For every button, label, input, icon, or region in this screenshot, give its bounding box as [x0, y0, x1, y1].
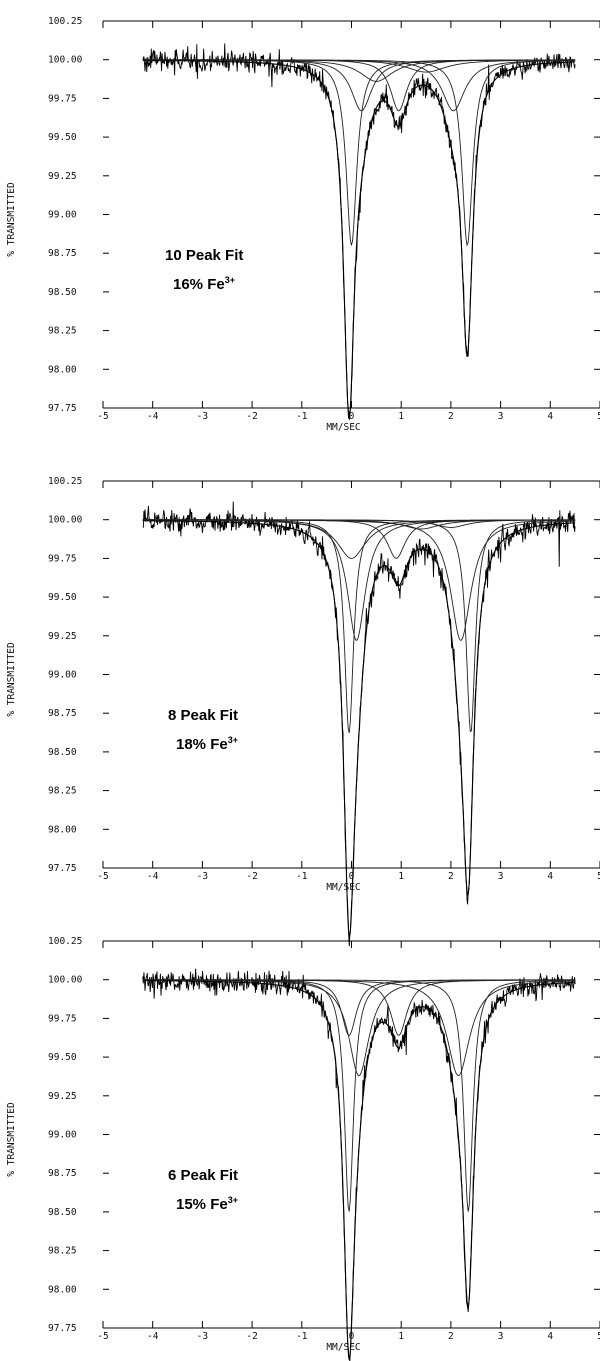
x-tick-label: 0: [349, 411, 355, 422]
x-tick-label: -3: [197, 871, 208, 882]
data-series-noisy-spectrum: [142, 968, 576, 1361]
fit-envelope-curve: [142, 59, 576, 421]
fit-annotation-title: 6 Peak Fit: [168, 1167, 238, 1184]
fit-component-peak: [142, 59, 576, 112]
y-tick-label: 99.25: [48, 1091, 77, 1102]
x-tick-label: -2: [246, 1331, 257, 1342]
fit-annotation-fe3-superscript: 3+: [228, 735, 238, 745]
x-tick-label: 2: [448, 871, 454, 882]
y-tick-label: 100.25: [48, 476, 82, 487]
x-tick-label: 3: [498, 1331, 504, 1342]
y-tick-label: 100.25: [48, 936, 82, 947]
y-tick-label: 98.50: [48, 1207, 77, 1218]
x-tick-label: -2: [246, 411, 257, 422]
data-series-noisy-spectrum: [142, 43, 576, 419]
x-tick-label: -1: [296, 871, 308, 882]
x-tick-label: 3: [498, 871, 504, 882]
y-tick-label: 98.75: [48, 248, 77, 259]
y-axis-title: % TRANSMITTED: [6, 642, 17, 717]
y-axis-title: % TRANSMITTED: [6, 182, 17, 257]
x-tick-label: -4: [147, 411, 159, 422]
x-axis-title: MM/SEC: [326, 422, 360, 433]
x-tick-label: 0: [349, 871, 355, 882]
fit-annotation-title: 10 Peak Fit: [165, 247, 243, 264]
fit-annotation-fe3: 15% Fe3+: [176, 1195, 238, 1213]
x-tick-label: 1: [398, 411, 404, 422]
fit-annotation-fe3-text: 16% Fe: [173, 276, 225, 293]
x-tick-label: -4: [147, 1331, 159, 1342]
y-tick-label: 100.25: [48, 16, 82, 27]
x-tick-label: -3: [197, 1331, 208, 1342]
x-tick-label: 4: [547, 871, 553, 882]
y-tick-label: 99.00: [48, 210, 77, 221]
fit-annotation-fe3-text: 18% Fe: [176, 736, 228, 753]
fit-annotation-fe3-text: 15% Fe: [176, 1196, 228, 1213]
x-tick-label: 5: [597, 1331, 600, 1342]
chart-panel-2: 100.25 100.00 99.75 99.50 99.25 99.00 98.75 98.…: [6, 476, 600, 947]
y-tick-label: 98.25: [48, 1246, 77, 1257]
x-tick-label: -1: [296, 1331, 308, 1342]
x-tick-label: 3: [498, 411, 504, 422]
x-tick-label: 1: [398, 1331, 404, 1342]
fit-envelope-curve: [142, 520, 576, 938]
x-tick-label: 5: [597, 411, 600, 422]
fit-envelope-curve: [142, 980, 576, 1361]
y-tick-label: 99.50: [48, 592, 77, 603]
y-tick-label: 100.00: [48, 515, 83, 526]
y-tick-label: 99.75: [48, 553, 77, 564]
y-axis-title: % TRANSMITTED: [6, 1102, 17, 1177]
x-tick-label: -4: [147, 871, 159, 882]
y-tick-label: 98.00: [48, 824, 77, 835]
chart-panel-1: 100.25 100.00 99.75 99.50 99.25 99.00 98.75 98.…: [6, 16, 600, 433]
x-tick-label: 2: [448, 1331, 454, 1342]
fit-annotation-fe3: 18% Fe3+: [176, 735, 238, 753]
y-tick-label: 98.50: [48, 747, 77, 758]
y-tick-label: 99.00: [48, 670, 77, 681]
fit-annotation-fe3-superscript: 3+: [225, 275, 235, 285]
fit-annotation-fe3-superscript: 3+: [228, 1195, 238, 1205]
y-tick-label: 98.50: [48, 287, 77, 298]
fit-annotation-fe3: 16% Fe3+: [173, 275, 235, 293]
x-tick-label: 1: [398, 871, 404, 882]
x-tick-label: 5: [597, 871, 600, 882]
fit-component-peak: [142, 59, 576, 112]
x-tick-label: -3: [197, 411, 208, 422]
y-tick-label: 99.50: [48, 132, 77, 143]
fit-component-peak: [142, 519, 576, 733]
chart-panel-3: 100.25 100.00 99.75 99.50 99.25 99.00 98.75 98.…: [6, 936, 600, 1361]
y-tick-label: 98.00: [48, 1284, 77, 1295]
x-tick-label: -5: [97, 1331, 108, 1342]
y-tick-label: 97.75: [48, 1323, 77, 1334]
y-tick-label: 99.25: [48, 631, 77, 642]
fit-component-peak: [142, 519, 576, 528]
x-tick-label: -5: [97, 411, 108, 422]
x-axis-title: MM/SEC: [326, 1342, 360, 1353]
x-tick-label: -2: [246, 871, 257, 882]
y-tick-label: 100.00: [48, 975, 83, 986]
x-tick-label: 4: [547, 1331, 553, 1342]
fit-component-peak: [142, 979, 576, 1036]
fit-component-peak: [142, 59, 576, 112]
y-tick-label: 98.25: [48, 326, 77, 337]
y-tick-label: 100.00: [48, 55, 83, 66]
y-tick-label: 98.25: [48, 786, 77, 797]
x-tick-label: -5: [97, 871, 108, 882]
y-tick-label: 98.75: [48, 708, 77, 719]
y-tick-label: 99.00: [48, 1130, 77, 1141]
y-tick-label: 99.75: [48, 93, 77, 104]
y-tick-label: 99.75: [48, 1013, 77, 1024]
y-tick-label: 97.75: [48, 863, 77, 874]
y-tick-label: 98.00: [48, 364, 77, 375]
x-axis-title: MM/SEC: [326, 882, 360, 893]
y-tick-label: 99.50: [48, 1052, 77, 1063]
y-tick-label: 99.25: [48, 171, 77, 182]
x-tick-label: 2: [448, 411, 454, 422]
y-tick-label: 98.75: [48, 1168, 77, 1179]
fit-annotation-title: 8 Peak Fit: [168, 707, 238, 724]
fit-component-peak: [142, 59, 576, 73]
x-tick-label: -1: [296, 411, 308, 422]
x-tick-label: 4: [547, 411, 553, 422]
y-tick-label: 97.75: [48, 403, 77, 414]
